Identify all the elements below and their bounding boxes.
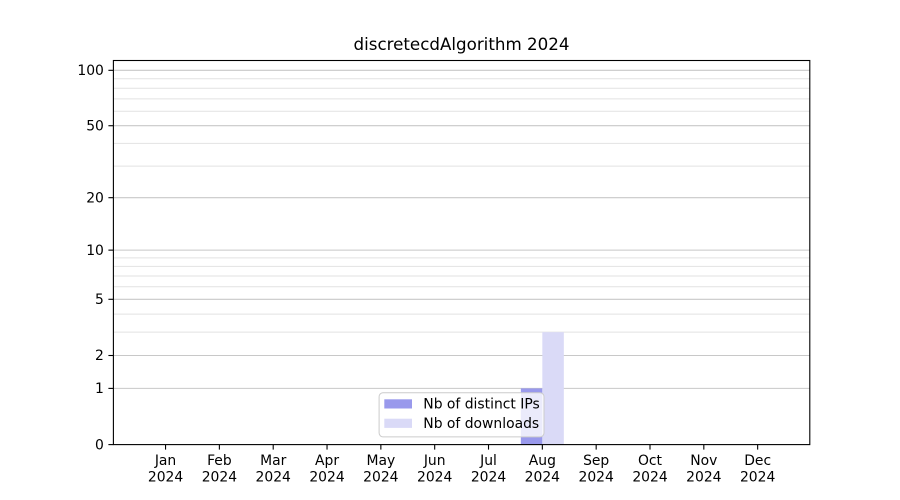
x-tick-label: Oct 2024 (632, 453, 668, 486)
y-tick-label: 2 (95, 348, 104, 364)
x-tick-label: Jul 2024 (471, 453, 507, 486)
y-tick-label: 1 (95, 381, 104, 397)
y-tick-label: 20 (86, 190, 104, 206)
x-tick-label: Jun 2024 (417, 453, 453, 486)
y-tick-label: 10 (86, 243, 104, 259)
y-tick-label: 5 (95, 292, 104, 308)
legend-label-distinct-ips: Nb of distinct IPs (423, 397, 539, 413)
x-tick-label: Mar 2024 (256, 453, 292, 486)
x-tick-label: Nov 2024 (686, 453, 722, 486)
chart-title: discretecdAlgorithm 2024 (353, 34, 570, 54)
legend-box (378, 392, 545, 438)
legend-swatch-distinct-ips (384, 399, 412, 409)
y-tick-label: 0 (95, 437, 104, 453)
y-tick-label: 50 (86, 118, 104, 134)
y-tick-label: 100 (77, 63, 104, 79)
legend-label-downloads: Nb of downloads (423, 416, 539, 432)
x-tick-label: Sep 2024 (578, 453, 614, 486)
x-tick-label: Jan 2024 (148, 453, 184, 486)
x-tick-label: Dec 2024 (740, 453, 776, 486)
legend-swatch-downloads (384, 418, 412, 428)
plot-area-frame (112, 59, 811, 446)
bar-downloads-aug (542, 332, 564, 445)
x-tick-label: Apr 2024 (309, 453, 345, 486)
x-tick-label: Feb 2024 (202, 453, 238, 486)
x-tick-label: May 2024 (363, 453, 399, 486)
x-tick-label: Aug 2024 (525, 453, 561, 486)
